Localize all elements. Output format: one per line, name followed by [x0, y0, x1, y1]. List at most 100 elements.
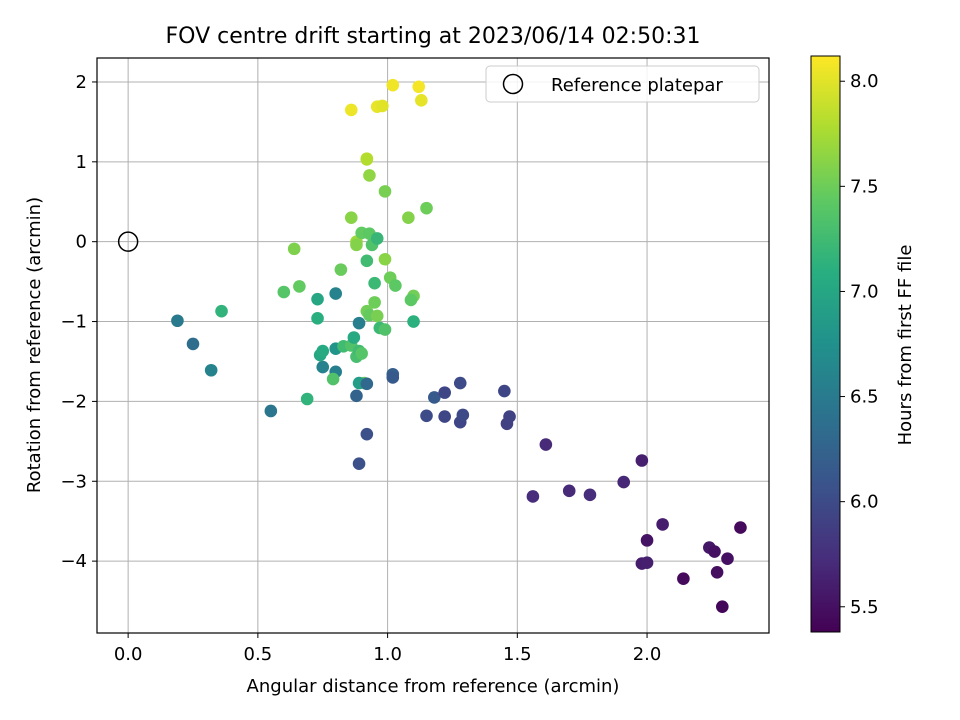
- colorbar-ticks: 5.5 6.0 6.5 7.0 7.5 8.0: [840, 71, 879, 618]
- data-point: [293, 280, 306, 293]
- colorbar-tick-label: 5.5: [850, 597, 879, 618]
- data-point: [386, 371, 400, 384]
- data-point: [363, 169, 376, 182]
- colorbar-tick-label: 7.0: [850, 281, 879, 302]
- x-tick-label: 0.5: [244, 644, 273, 665]
- data-point: [715, 600, 729, 613]
- y-tick-label: −2: [60, 391, 87, 412]
- y-tick-label: 2: [76, 72, 87, 93]
- chart-title: FOV centre drift starting at 2023/06/14 …: [166, 24, 701, 49]
- plot-frame: [96, 57, 770, 634]
- data-point: [300, 392, 314, 406]
- data-point: [368, 276, 381, 290]
- y-tick-label: 1: [76, 152, 87, 173]
- data-point: [344, 211, 358, 225]
- data-point: [404, 293, 418, 307]
- data-point: [215, 304, 228, 318]
- legend-entry-label: Reference platepar: [551, 75, 723, 96]
- data-point: [329, 287, 343, 300]
- data-point: [370, 309, 384, 323]
- y-axis-label: Rotation from reference (arcmin): [24, 197, 45, 493]
- x-axis-label: Angular distance from reference (arcmin): [247, 676, 620, 697]
- data-point: [287, 242, 301, 256]
- data-point: [420, 409, 433, 423]
- data-point: [360, 427, 374, 441]
- x-axis-ticks: 0.0 0.5 1.0 1.5 2.0: [114, 633, 662, 665]
- x-tick-label: 1.0: [373, 644, 402, 665]
- data-point: [378, 185, 392, 198]
- data-point: [186, 337, 200, 351]
- colorbar-tick-label: 8.0: [850, 71, 879, 92]
- x-tick-label: 1.5: [503, 644, 532, 665]
- data-point: [204, 363, 218, 377]
- data-point: [352, 316, 366, 330]
- data-point: [386, 78, 400, 92]
- x-tick-label: 0.0: [114, 644, 143, 665]
- legend: Reference platepar: [485, 65, 760, 103]
- data-point: [583, 488, 597, 502]
- data-point: [378, 252, 392, 266]
- data-point: [277, 285, 291, 299]
- grid-lines: [97, 58, 769, 633]
- data-point: [456, 408, 470, 422]
- data-point: [378, 323, 392, 336]
- legend-box: [485, 65, 760, 103]
- data-point: [402, 211, 415, 225]
- data-point: [721, 552, 734, 566]
- data-point: [526, 490, 540, 503]
- data-point: [415, 94, 428, 107]
- data-point: [407, 315, 420, 328]
- reference-platepar-marker: [117, 231, 139, 252]
- reference-marker: [117, 231, 139, 252]
- data-point: [264, 404, 278, 418]
- data-point: [360, 254, 374, 268]
- data-point: [539, 438, 553, 451]
- colorbar-tick-label: 6.0: [850, 492, 879, 513]
- data-point: [352, 457, 366, 470]
- data-point: [360, 153, 374, 166]
- data-point: [427, 391, 441, 404]
- y-axis-ticks: 2 1 0 −1 −2 −3 −4: [60, 72, 97, 572]
- data-point: [438, 386, 451, 399]
- data-point: [350, 389, 363, 403]
- colorbar-gradient: [810, 55, 841, 633]
- data-point: [438, 410, 451, 423]
- data-point: [677, 572, 690, 585]
- data-point: [316, 360, 330, 374]
- data-point: [311, 312, 324, 325]
- y-tick-label: 0: [76, 232, 87, 253]
- data-point: [334, 263, 348, 276]
- x-tick-label: 2.0: [633, 644, 662, 665]
- data-point: [635, 454, 649, 467]
- legend-reference-marker: [502, 73, 524, 95]
- data-point: [412, 80, 426, 94]
- data-point: [355, 347, 368, 360]
- data-point: [316, 344, 330, 358]
- data-point: [368, 296, 381, 309]
- data-point: [710, 566, 724, 579]
- colorbar-tick-label: 7.5: [850, 176, 879, 197]
- data-point: [326, 372, 340, 386]
- colorbar: 5.5 6.0 6.5 7.0 7.5 8.0 Hours from first FF f…: [810, 55, 916, 633]
- data-point: [376, 99, 389, 113]
- data-point: [503, 410, 516, 423]
- data-point: [640, 556, 654, 570]
- data-point: [656, 518, 669, 531]
- data-point: [617, 475, 631, 489]
- data-point: [389, 279, 402, 292]
- y-tick-label: −3: [60, 471, 87, 492]
- data-point: [498, 384, 511, 398]
- y-tick-label: −1: [60, 312, 87, 333]
- data-point: [562, 484, 576, 498]
- data-point: [347, 331, 361, 344]
- data-point: [344, 103, 358, 117]
- data-point: [171, 314, 184, 328]
- data-point: [420, 201, 433, 215]
- data-point: [350, 238, 363, 252]
- data-point: [311, 292, 324, 306]
- colorbar-tick-label: 6.5: [850, 387, 879, 408]
- data-point: [734, 521, 747, 534]
- data-points: [171, 78, 747, 613]
- data-point: [360, 377, 374, 391]
